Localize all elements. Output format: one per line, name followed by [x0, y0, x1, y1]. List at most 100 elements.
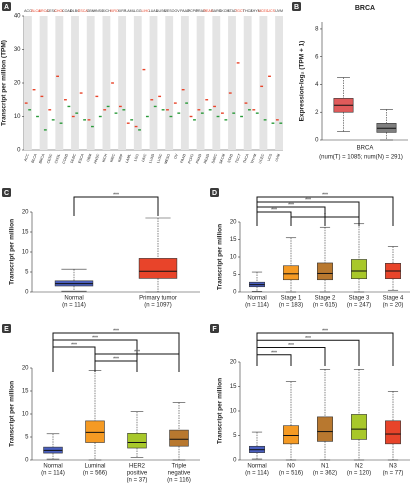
category-stripe [243, 16, 252, 150]
category-stripe [71, 16, 79, 150]
significance-bracket [52, 332, 180, 372]
y-tick-label: 10 [230, 255, 237, 261]
n-label: (n = 516) [279, 471, 303, 477]
y-tick-label: 0 [17, 148, 21, 154]
category-top-label: PRAD [196, 9, 206, 13]
significance-bracket [94, 360, 138, 372]
category-top-label: UCEC [258, 9, 269, 13]
category-top-label: DLBC [70, 9, 80, 13]
category-top-label: COAD [62, 9, 73, 13]
y-tick-label: 15 [22, 230, 29, 236]
category-top-label: LUAD [149, 9, 159, 13]
y-tick-label: 20 [22, 366, 29, 372]
category-stripe [24, 16, 32, 150]
category-stripe [212, 16, 221, 150]
category-bottom-label: PRAD [195, 153, 202, 164]
category-top-label: SARC [211, 9, 221, 13]
x-category-label: N1 [321, 464, 329, 470]
y-tick-label: 0 [233, 458, 237, 464]
category-bottom-label: UVM [274, 153, 280, 162]
category-bottom-label: MESO [164, 153, 171, 165]
category-bottom-label: CHOL [54, 153, 61, 164]
category-bottom-label: ACC [23, 153, 29, 162]
significance-label: * [324, 213, 326, 219]
x-category-label: positive [127, 471, 148, 477]
x-category-label: N2 [355, 464, 363, 470]
y-tick-label: 4 [315, 82, 319, 88]
category-top-label: THYM [250, 9, 260, 13]
category-bottom-label: LUAD [148, 153, 155, 164]
n-label: (n = 37) [127, 478, 148, 484]
significance-label: *** [113, 357, 119, 363]
category-bottom-label: ESCA [78, 153, 85, 164]
n-label: (n = 615) [313, 303, 337, 309]
y-tick-label: 2 [315, 110, 319, 116]
n-label: (n = 114) [62, 303, 86, 309]
category-bottom-label: GBM [86, 153, 93, 162]
significance-label: *** [322, 193, 328, 199]
category-stripe [55, 16, 64, 150]
x-category-label: Stage 1 [281, 296, 302, 302]
y-tick-label: 6 [315, 54, 319, 60]
n-label: (n = 116) [167, 478, 191, 484]
n-label: (n = 362) [313, 471, 337, 477]
category-top-label: LGG [134, 9, 142, 13]
panel-letter: D [212, 190, 217, 197]
box [127, 433, 147, 449]
y-tick-label: 10 [230, 409, 237, 415]
category-bottom-label: OV [173, 153, 179, 160]
x-category-label: N0 [287, 464, 295, 470]
n-label: (n = 20) [383, 303, 404, 309]
y-axis-label: Transcript per million [217, 378, 224, 444]
category-bottom-label: DLBC [70, 153, 77, 164]
significance-label: *** [288, 343, 294, 349]
category-top-label: OV [174, 9, 180, 13]
n-label: (n = 183) [279, 303, 303, 309]
box [85, 420, 105, 443]
category-stripe [118, 16, 127, 150]
x-category-label: Normal [43, 464, 62, 470]
category-top-label: LIHC [142, 9, 151, 13]
y-tick-label: 0 [25, 290, 29, 296]
n-label: (n = 120) [347, 471, 371, 477]
category-bottom-label: TGCT [235, 153, 242, 164]
category-bottom-label: KICH [102, 153, 109, 163]
x-category-label: Stage 3 [349, 296, 370, 302]
significance-bracket [256, 211, 292, 226]
category-bottom-label: KIRP [117, 153, 124, 163]
category-bottom-label: UCS [267, 153, 274, 162]
significance-bracket [256, 354, 292, 366]
significance-label: *** [271, 208, 277, 214]
category-top-label: CHOL [54, 9, 64, 13]
n-label: (n = 114) [245, 303, 269, 309]
category-bottom-label: THYM [250, 153, 257, 164]
category-bottom-label: SKCM [219, 153, 226, 164]
category-stripe [149, 16, 158, 150]
n-label: (n = 114) [245, 471, 269, 477]
box [385, 420, 401, 445]
y-tick-label: 10 [22, 250, 29, 256]
x-category-label: Stage 2 [315, 296, 336, 302]
panel-badge [292, 2, 301, 11]
category-top-label: PCPG [188, 9, 198, 13]
x-category-label: N3 [389, 464, 397, 470]
category-bottom-label: PAAD [180, 153, 187, 164]
category-top-label: CESC [46, 9, 56, 13]
category-bottom-label: BLCA [31, 153, 38, 164]
category-bottom-label: CESC [46, 153, 53, 164]
panel-letter: E [4, 326, 9, 333]
y-axis-label: Transcript per million [217, 224, 224, 290]
y-tick-label: 5 [233, 272, 237, 278]
n-label: (n = 114) [41, 471, 65, 477]
category-top-label: PAAD [180, 9, 190, 13]
box [351, 414, 367, 440]
x-category-label: negative [168, 471, 191, 477]
category-top-label: READ [203, 9, 213, 13]
x-category-label: Normal [247, 296, 266, 302]
x-category-label: Normal [247, 464, 266, 470]
category-bottom-label: PCPG [187, 153, 194, 164]
y-tick-label: 0 [315, 138, 319, 144]
category-top-label: GBM [87, 9, 95, 13]
category-bottom-label: THCA [242, 153, 249, 164]
y-tick-label: 20 [230, 360, 237, 366]
